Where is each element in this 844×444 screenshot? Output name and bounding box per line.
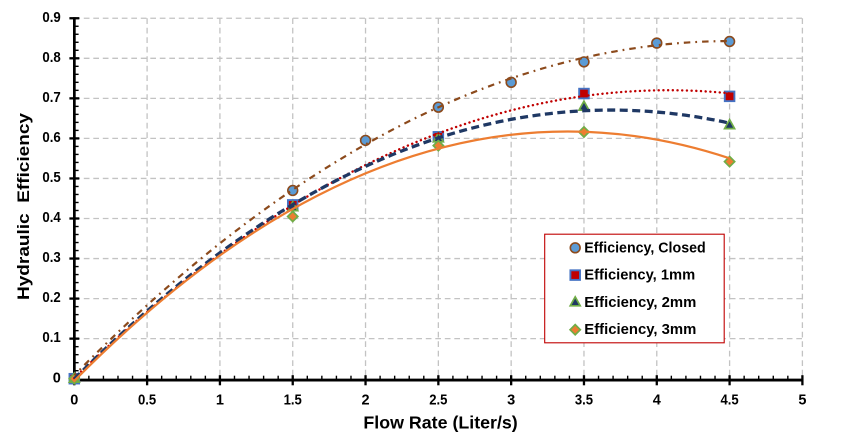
svg-text:Hydraulic Efficiency: Hydraulic Efficiency [15,113,33,300]
svg-text:1.5: 1.5 [284,392,302,408]
svg-text:0: 0 [70,392,78,408]
svg-text:0: 0 [53,370,61,386]
svg-text:Efficiency, 3mm: Efficiency, 3mm [584,321,696,338]
svg-text:2: 2 [362,392,370,408]
svg-text:0.6: 0.6 [42,130,60,146]
svg-text:4.5: 4.5 [720,392,738,408]
svg-text:Efficiency, 2mm: Efficiency, 2mm [584,294,696,311]
svg-text:0.5: 0.5 [42,170,60,186]
svg-text:0.2: 0.2 [42,290,60,306]
svg-text:Flow Rate (Liter/s): Flow Rate (Liter/s) [363,413,517,433]
svg-text:1: 1 [216,392,224,408]
svg-text:4: 4 [653,392,661,408]
svg-text:0.8: 0.8 [42,50,60,66]
svg-text:0.5: 0.5 [138,392,156,408]
svg-text:5: 5 [798,392,806,408]
svg-text:0.1: 0.1 [42,330,60,346]
svg-text:Efficiency, 1mm: Efficiency, 1mm [584,267,695,284]
svg-text:0.7: 0.7 [42,90,60,106]
svg-text:Efficiency, Closed: Efficiency, Closed [584,239,705,256]
svg-text:3.5: 3.5 [575,392,593,408]
svg-text:3: 3 [507,392,515,408]
svg-text:0.3: 0.3 [42,250,60,266]
svg-text:0.9: 0.9 [42,10,60,26]
svg-text:0.4: 0.4 [42,210,60,226]
svg-text:2.5: 2.5 [429,392,447,408]
